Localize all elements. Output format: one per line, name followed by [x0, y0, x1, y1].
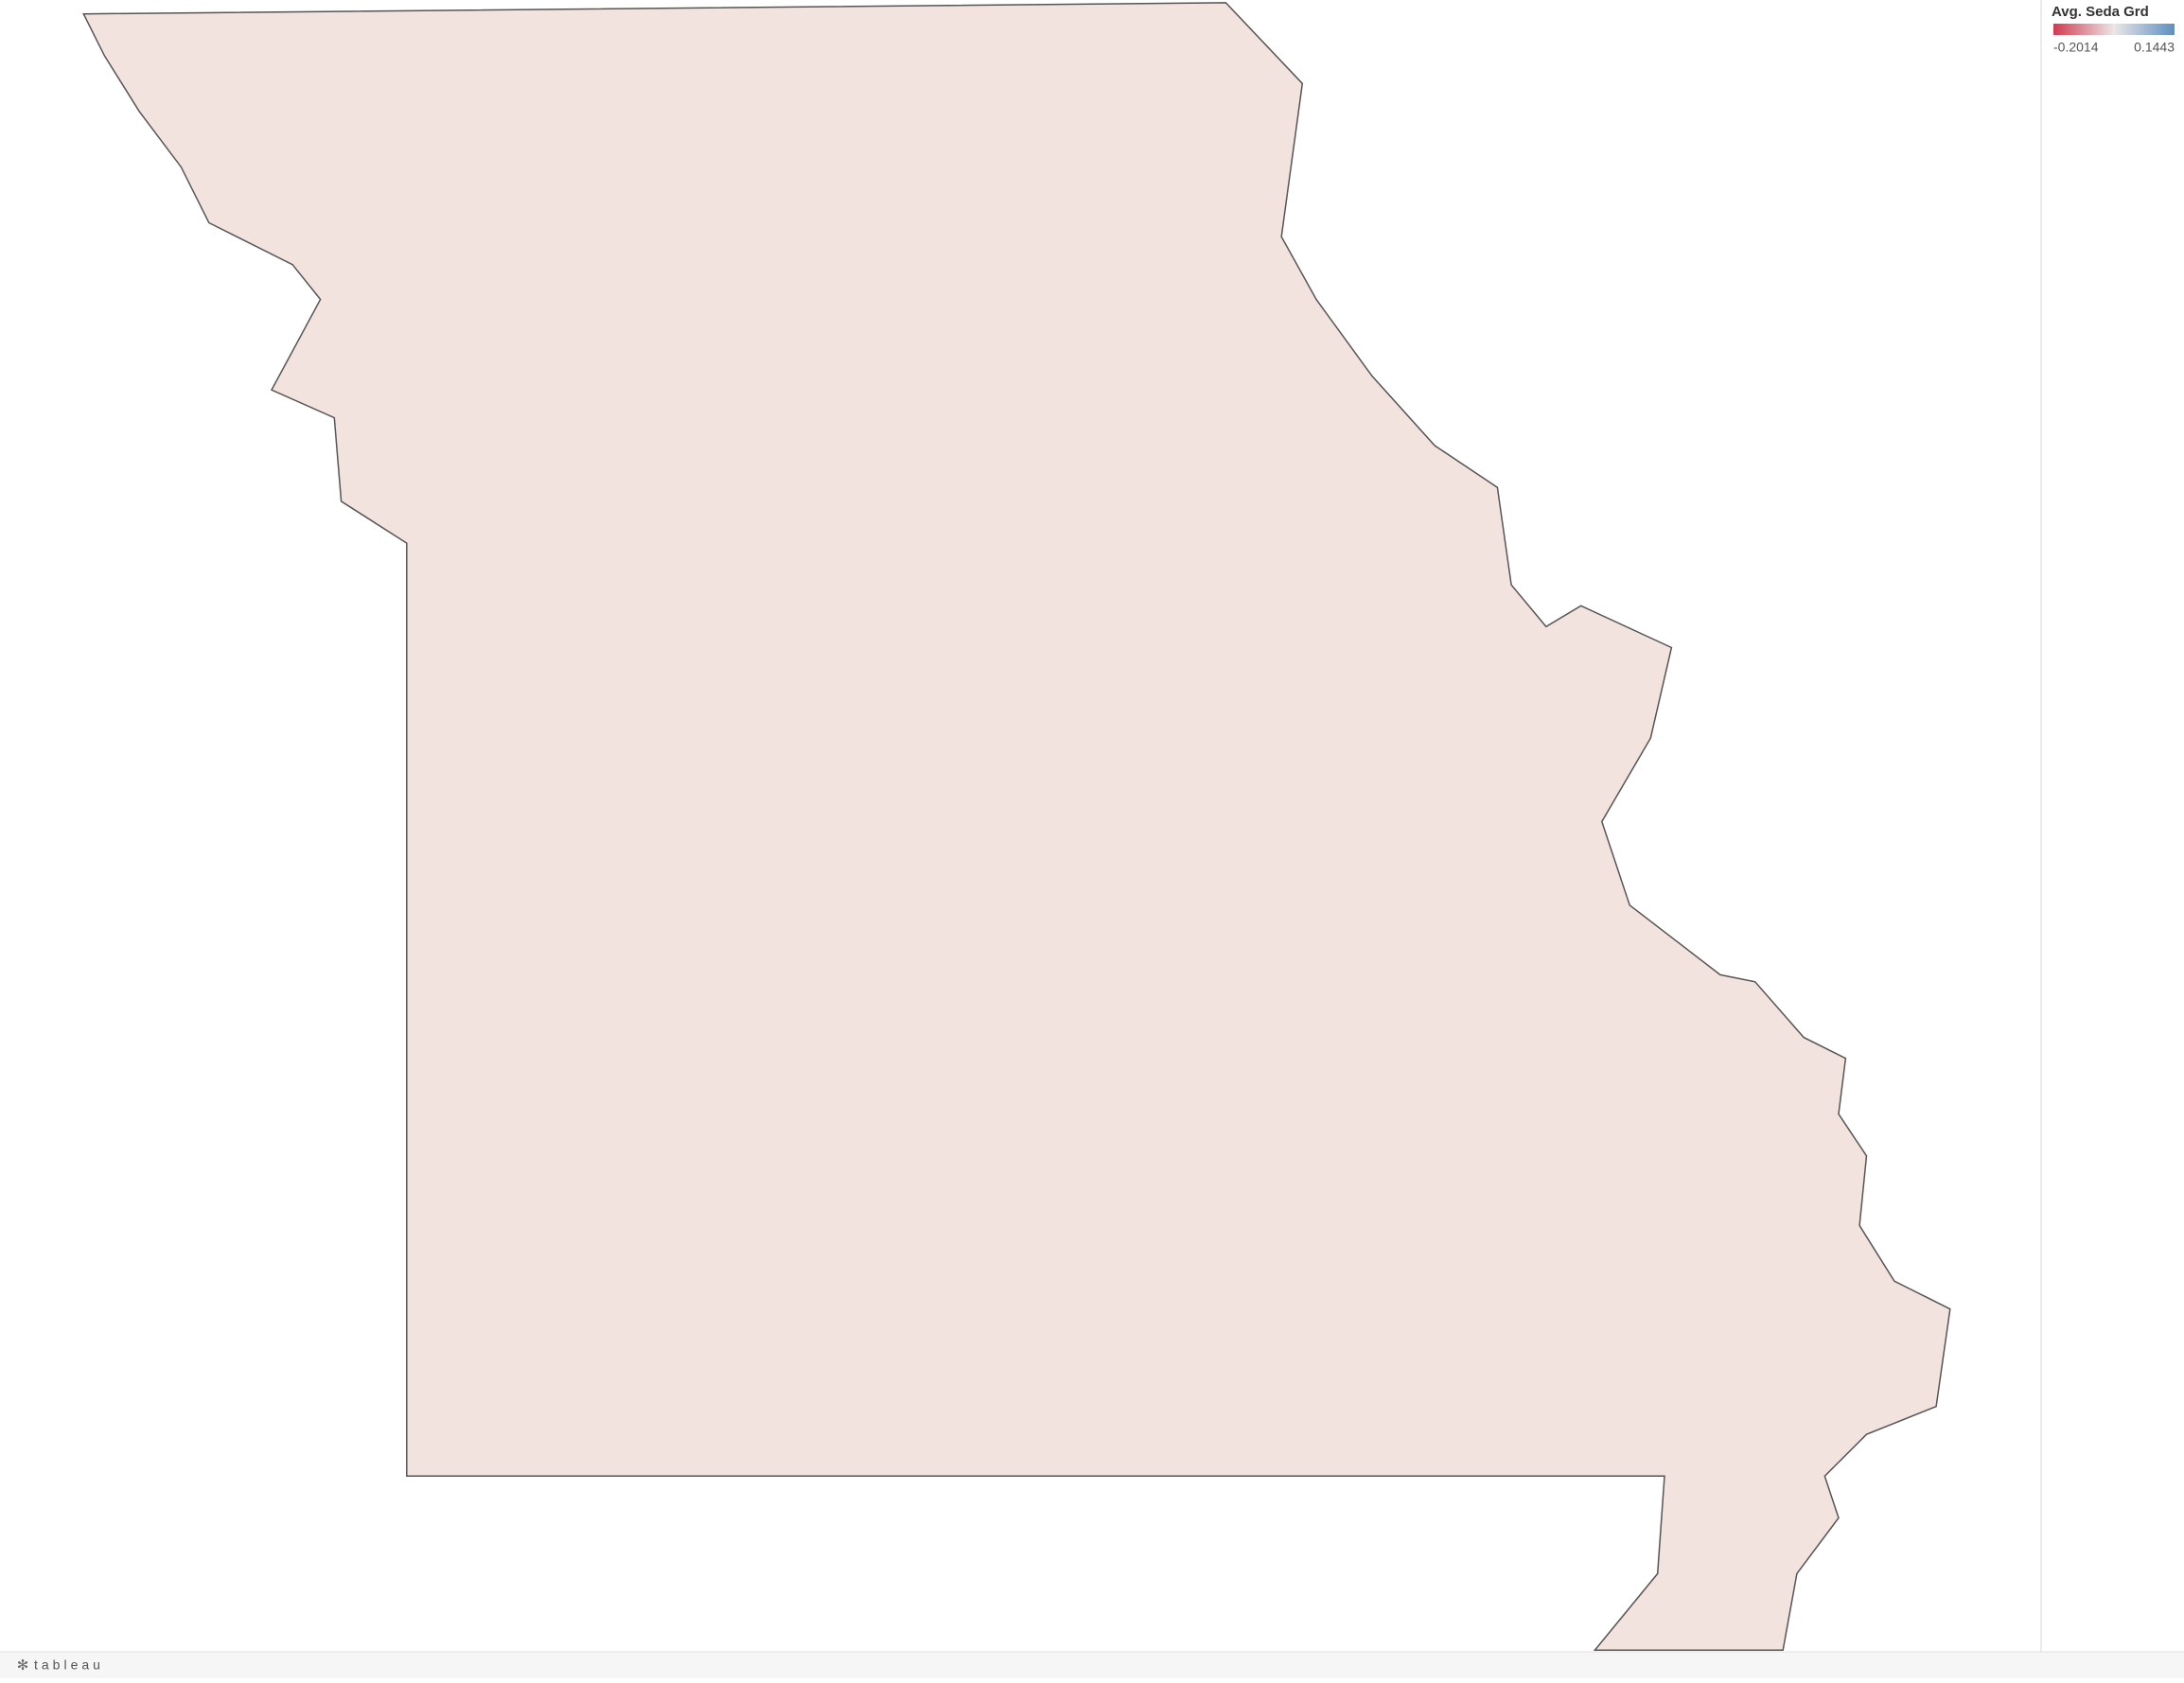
state-map — [82, 2, 1951, 1652]
footer-bar — [0, 1652, 2184, 1678]
brand-logo: ✻ tableau — [17, 1657, 104, 1674]
brand-name: tableau — [34, 1657, 104, 1673]
legend-min: -0.2014 — [2053, 40, 2099, 55]
legend-title: Avg. Seda Grd — [2052, 4, 2149, 20]
legend-gradient — [2053, 24, 2175, 35]
state-outline — [82, 2, 1951, 1652]
color-legend: Avg. Seda Grd -0.2014 0.1443 — [2052, 4, 2175, 55]
logo-icon: ✻ — [17, 1657, 29, 1674]
legend-max: 0.1443 — [2134, 40, 2175, 55]
